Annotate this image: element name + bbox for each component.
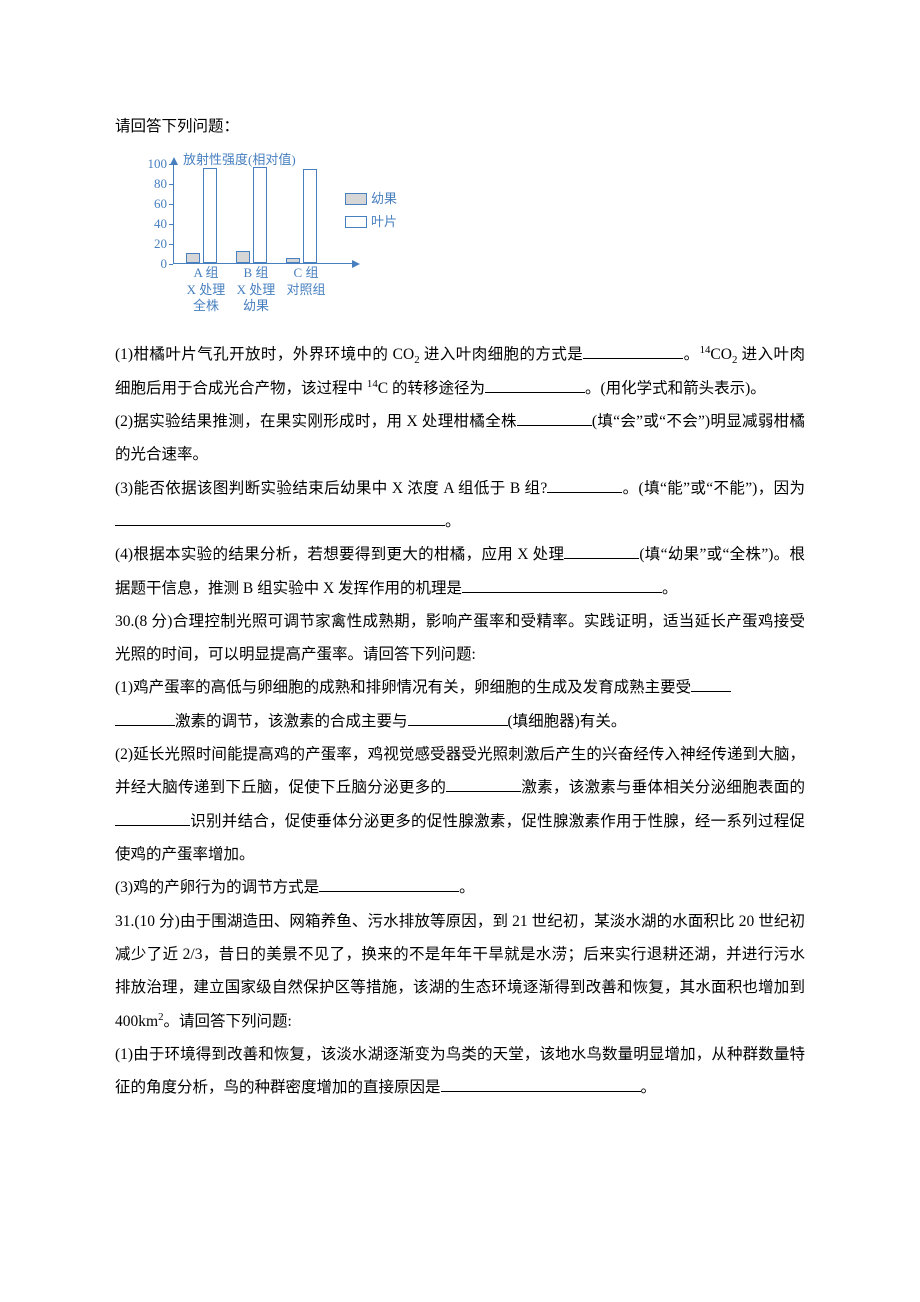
q1-seg2c: C 的转移途径为 bbox=[378, 380, 485, 397]
blank-q3-2 bbox=[115, 525, 445, 526]
q31-stem-b: 。请回答下列问题: bbox=[163, 1013, 291, 1030]
chart-x-label: B 组X 处理幼果 bbox=[231, 265, 281, 314]
document-page: 请回答下列问题： 放射性强度(相对值) 幼果叶片 A 组X 处理全株B 组X 处… bbox=[0, 0, 920, 1185]
blank-q31-1 bbox=[441, 1091, 641, 1092]
q30-2b: 激素，该激素与垂体相关分泌细胞表面的 bbox=[521, 779, 805, 796]
blank-q2 bbox=[517, 425, 592, 426]
question-4: (4)根据本实验的结果分析，若想要得到更大的柑橘，应用 X 处理(填“幼果”或“… bbox=[115, 538, 805, 605]
chart-x-label: C 组对照组 bbox=[281, 265, 331, 298]
intro-line: 请回答下列问题： bbox=[115, 110, 805, 143]
q30-1a: (1)鸡产蛋率的高低与卵细胞的成熟和排卵情况有关，卵细胞的生成及发育成熟主要受 bbox=[115, 679, 691, 696]
question-31-stem: 31.(10 分)由于围湖造田、网箱养鱼、污水排放等原因，到 21 世纪初，某淡… bbox=[115, 905, 805, 1038]
chart-legend: 幼果叶片 bbox=[345, 189, 397, 234]
q1-post1: 。 bbox=[683, 346, 699, 363]
q1-text-b: 进入叶肉细胞的方式是 bbox=[420, 346, 584, 363]
legend-row: 叶片 bbox=[345, 212, 397, 232]
bar-leaf bbox=[203, 168, 217, 263]
question-30-3: (3)鸡的产卵行为的调节方式是 。 bbox=[115, 871, 805, 904]
question-3: (3)能否依据该图判断实验结束后幼果中 X 浓度 A 组低于 B 组? 。(填“能… bbox=[115, 472, 805, 539]
chart-ytick: 0 bbox=[135, 257, 167, 270]
q1-text-a: (1)柑橘叶片气孔开放时，外界环境中的 CO bbox=[115, 346, 414, 363]
q4-pre: (4)根据本实验的结果分析，若想要得到更大的柑橘，应用 X 处理 bbox=[115, 546, 564, 563]
question-30-1b: 激素的调节，该激素的合成主要与 (填细胞器)有关。 bbox=[115, 705, 805, 738]
legend-swatch-icon bbox=[345, 216, 367, 228]
bar-young bbox=[286, 258, 300, 263]
blank-q30-1b bbox=[408, 725, 508, 726]
blank-q30-1a2 bbox=[115, 725, 175, 726]
chart-ytick: 60 bbox=[135, 197, 167, 210]
blank-q3-1 bbox=[547, 492, 622, 493]
q3-pre: (3)能否依据该图判断实验结束后幼果中 X 浓度 A 组低于 B 组? bbox=[115, 480, 547, 497]
q3-post: 。 bbox=[445, 513, 461, 530]
bar-leaf bbox=[253, 167, 267, 263]
q30-3a: (3)鸡的产卵行为的调节方式是 bbox=[115, 879, 319, 896]
q30-1b: 激素的调节，该激素的合成主要与 bbox=[175, 713, 408, 730]
chart-ytick: 40 bbox=[135, 217, 167, 230]
legend-label: 叶片 bbox=[371, 212, 397, 232]
q31-1b: 。 bbox=[641, 1079, 657, 1096]
blank-q1-1 bbox=[583, 358, 683, 359]
question-30-1: (1)鸡产蛋率的高低与卵细胞的成熟和排卵情况有关，卵细胞的生成及发育成熟主要受 bbox=[115, 671, 805, 704]
legend-label: 幼果 bbox=[371, 189, 397, 209]
q30-3b: 。 bbox=[459, 879, 475, 896]
bar-young bbox=[236, 251, 250, 263]
chart-x-label: A 组X 处理全株 bbox=[181, 265, 231, 314]
chart-ytick: 20 bbox=[135, 237, 167, 250]
legend-swatch-icon bbox=[345, 193, 367, 205]
question-30-stem: 30.(8 分)合理控制光照可调节家禽性成熟期，影响产蛋率和受精率。实践证明，适… bbox=[115, 605, 805, 672]
q3-hint: 。(填“能”或“不能”)，因为 bbox=[622, 480, 805, 497]
q4-post: 。 bbox=[662, 580, 678, 597]
chart-container: 放射性强度(相对值) 幼果叶片 A 组X 处理全株B 组X 处理幼果C 组对照组… bbox=[135, 149, 805, 324]
question-1: (1)柑橘叶片气孔开放时，外界环境中的 CO2 进入叶肉细胞的方式是。14CO2… bbox=[115, 338, 805, 405]
q1-post2: 。(用化学式和箭头表示)。 bbox=[585, 380, 766, 397]
q30-2c: 识别并结合，促使垂体分泌更多的促性腺激素，促性腺激素作用于性腺，经一系列过程促使… bbox=[115, 813, 805, 863]
q1-seg2a: CO bbox=[710, 346, 732, 363]
blank-q30-1a bbox=[691, 691, 731, 692]
legend-row: 幼果 bbox=[345, 189, 397, 209]
question-30-2: (2)延长光照时间能提高鸡的产蛋率，鸡视觉感受器受光照刺激后产生的兴奋经传入神经… bbox=[115, 738, 805, 871]
radioactivity-bar-chart: 放射性强度(相对值) 幼果叶片 A 组X 处理全株B 组X 处理幼果C 组对照组… bbox=[135, 149, 395, 324]
chart-plot-area bbox=[173, 163, 354, 264]
blank-q1-2 bbox=[485, 392, 585, 393]
bar-leaf bbox=[303, 169, 317, 263]
bar-young bbox=[186, 253, 200, 263]
blank-q4-1 bbox=[564, 558, 639, 559]
question-31-1: (1)由于环境得到改善和恢复，该淡水湖逐渐变为鸟类的天堂，该地水鸟数量明显增加，… bbox=[115, 1038, 805, 1105]
blank-q30-2a bbox=[446, 791, 521, 792]
blank-q4-2 bbox=[462, 592, 662, 593]
question-2: (2)据实验结果推测，在果实刚形成时，用 X 处理柑橘全株(填“会”或“不会”)… bbox=[115, 405, 805, 472]
chart-ytick: 100 bbox=[135, 157, 167, 170]
chart-ytick: 80 bbox=[135, 177, 167, 190]
blank-q30-2b bbox=[115, 825, 190, 826]
q2-pre: (2)据实验结果推测，在果实刚形成时，用 X 处理柑橘全株 bbox=[115, 413, 517, 430]
q30-1c: (填细胞器)有关。 bbox=[508, 713, 627, 730]
x-axis-arrow-icon bbox=[352, 260, 360, 268]
q31-1a: (1)由于环境得到改善和恢复，该淡水湖逐渐变为鸟类的天堂，该地水鸟数量明显增加，… bbox=[115, 1046, 805, 1096]
blank-q30-3 bbox=[319, 891, 459, 892]
